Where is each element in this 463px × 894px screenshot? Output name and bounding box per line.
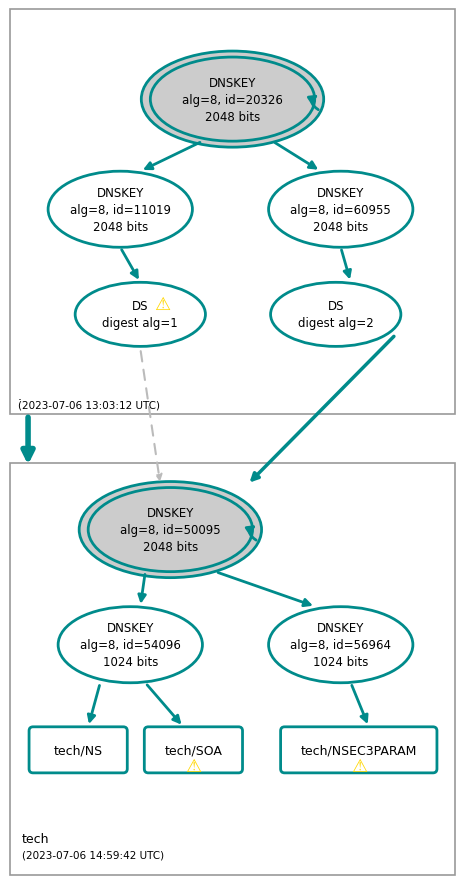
Text: DNSKEY
alg=8, id=11019
2048 bits: DNSKEY alg=8, id=11019 2048 bits [69, 187, 170, 233]
Text: DNSKEY
alg=8, id=60955
2048 bits: DNSKEY alg=8, id=60955 2048 bits [290, 187, 390, 233]
Text: DNSKEY
alg=8, id=54096
1024 bits: DNSKEY alg=8, id=54096 1024 bits [80, 621, 180, 669]
Ellipse shape [270, 283, 400, 347]
Text: ⚠: ⚠ [350, 757, 366, 775]
Text: DNSKEY
alg=8, id=56964
1024 bits: DNSKEY alg=8, id=56964 1024 bits [290, 621, 390, 669]
Text: DS
digest alg=1: DS digest alg=1 [102, 300, 178, 330]
FancyBboxPatch shape [280, 727, 436, 773]
Text: tech/NSEC3PARAM: tech/NSEC3PARAM [300, 744, 416, 756]
FancyBboxPatch shape [10, 463, 454, 875]
Text: DNSKEY
alg=8, id=20326
2048 bits: DNSKEY alg=8, id=20326 2048 bits [181, 77, 282, 123]
FancyBboxPatch shape [29, 727, 127, 773]
Text: (2023-07-06 14:59:42 UTC): (2023-07-06 14:59:42 UTC) [22, 850, 164, 860]
Ellipse shape [48, 172, 192, 248]
Text: ⚠: ⚠ [154, 296, 170, 314]
Ellipse shape [88, 488, 252, 572]
Text: DNSKEY
alg=8, id=50095
2048 bits: DNSKEY alg=8, id=50095 2048 bits [120, 507, 220, 553]
FancyBboxPatch shape [10, 10, 454, 415]
Text: .: . [18, 390, 22, 403]
Text: tech/SOA: tech/SOA [164, 744, 222, 756]
Ellipse shape [268, 607, 412, 683]
Text: tech: tech [22, 832, 50, 845]
Text: DS
digest alg=2: DS digest alg=2 [297, 300, 373, 330]
Ellipse shape [150, 58, 314, 142]
Ellipse shape [58, 607, 202, 683]
Ellipse shape [75, 283, 205, 347]
Text: tech/NS: tech/NS [54, 744, 102, 756]
Ellipse shape [141, 52, 323, 148]
Ellipse shape [268, 172, 412, 248]
Text: (2023-07-06 13:03:12 UTC): (2023-07-06 13:03:12 UTC) [18, 400, 160, 410]
FancyBboxPatch shape [144, 727, 242, 773]
Ellipse shape [79, 482, 261, 578]
Text: ⚠: ⚠ [185, 757, 201, 775]
